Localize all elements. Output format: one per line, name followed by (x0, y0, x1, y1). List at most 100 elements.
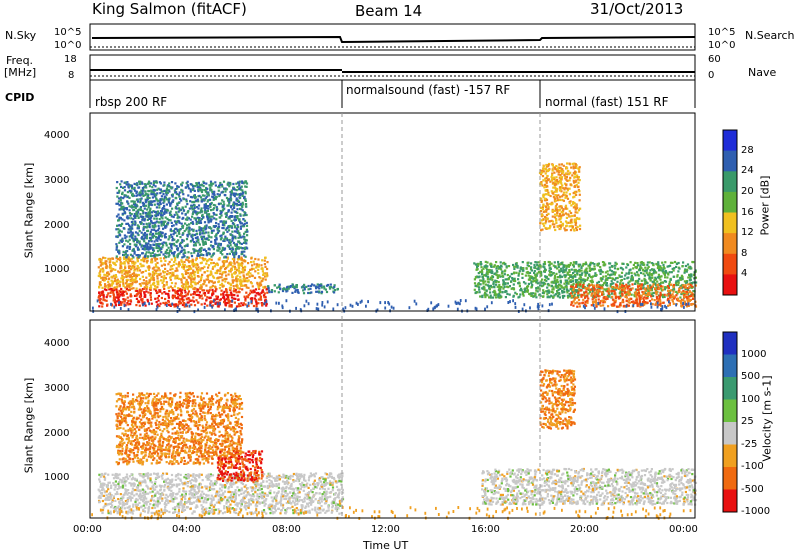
power-cell (154, 287, 157, 290)
power-cell (191, 208, 194, 211)
power-cell (152, 282, 155, 285)
power-cell (191, 212, 194, 216)
power-cell (542, 179, 545, 182)
power-cell (210, 300, 213, 303)
power-cell (151, 267, 154, 270)
power-cell (559, 176, 562, 179)
power-cell (230, 283, 233, 286)
power-cell (187, 230, 190, 233)
power-cell (157, 273, 160, 276)
power-cell (139, 277, 142, 281)
power-cell (202, 235, 206, 238)
power-cell (168, 304, 171, 307)
power-cell (629, 261, 632, 264)
power-cell (569, 215, 572, 218)
power-cell (148, 246, 151, 249)
power-cell (257, 268, 260, 271)
power-cell (164, 232, 167, 236)
power-cell (193, 276, 196, 279)
power-cell (226, 296, 229, 299)
power-cell (235, 279, 238, 282)
power-cell (183, 198, 186, 201)
power-cell (101, 267, 104, 270)
power-cell (542, 193, 545, 196)
power-cell (151, 260, 154, 263)
power-cell (279, 288, 282, 291)
power-cell (185, 227, 189, 230)
power-cell (652, 264, 655, 267)
power-cell (135, 191, 138, 194)
power-cell (176, 249, 179, 252)
power-cell (190, 286, 193, 289)
power-cell (141, 189, 144, 192)
power-cell (682, 261, 685, 264)
power-cell (499, 266, 502, 269)
power-cell (146, 283, 149, 286)
power-cell (221, 279, 224, 282)
power-cell (216, 193, 219, 196)
power-cell (144, 254, 147, 257)
power-cell (217, 225, 221, 228)
power-cell (155, 289, 158, 292)
power-cell (210, 255, 213, 258)
power-cell (514, 291, 517, 294)
power-cell (162, 271, 165, 274)
power-cell (690, 281, 693, 285)
power-cell (221, 209, 225, 212)
power-cell (614, 271, 617, 274)
power-cell (261, 259, 264, 262)
power-cell (114, 263, 117, 267)
power-cell (551, 291, 555, 294)
velocity-ytick-1000: 1000 (44, 472, 70, 483)
power-cell (529, 278, 532, 281)
power-cell (244, 205, 248, 208)
power-cell (219, 298, 222, 301)
power-cell (294, 289, 297, 292)
power-cell (118, 258, 121, 261)
power-cell (534, 261, 537, 264)
power-cell (180, 294, 183, 297)
power-cell (541, 278, 544, 281)
power-cell (135, 297, 138, 300)
power-cell (541, 175, 545, 178)
power-cell (554, 208, 557, 211)
power-cell (176, 247, 180, 250)
power-cell (628, 280, 631, 283)
power-cell (221, 191, 224, 194)
power-cell (176, 202, 179, 205)
power-cell (233, 256, 236, 259)
power-cell (231, 215, 234, 218)
power-cell (163, 274, 166, 277)
power-cell (193, 278, 196, 281)
power-cell (138, 282, 141, 286)
power-cell (245, 213, 248, 217)
power-cell (139, 180, 142, 183)
power-cell (146, 247, 149, 250)
power-cell (146, 255, 150, 258)
power-cell (184, 186, 187, 189)
power-cell (678, 267, 681, 270)
power-cell (610, 265, 613, 268)
power-cell (178, 195, 181, 198)
power-cell (128, 266, 131, 269)
power-cell (99, 273, 102, 277)
power-cell (211, 275, 215, 278)
power-cell (166, 223, 169, 226)
power-cell (138, 288, 141, 291)
power-cell (668, 280, 671, 283)
power-cell (580, 280, 583, 283)
power-cell (98, 272, 101, 275)
power-cell (168, 272, 171, 275)
power-cell (566, 187, 569, 190)
power-cell (198, 243, 201, 246)
power-cell (546, 174, 549, 178)
power-cell (205, 262, 208, 265)
power-cell (226, 294, 229, 298)
power-cell (204, 189, 207, 192)
power-cell (558, 296, 561, 299)
power-cell (179, 298, 182, 301)
power-cell (141, 275, 144, 278)
power-cell (186, 224, 189, 227)
power-cell (210, 227, 213, 230)
power-cell (264, 256, 267, 259)
